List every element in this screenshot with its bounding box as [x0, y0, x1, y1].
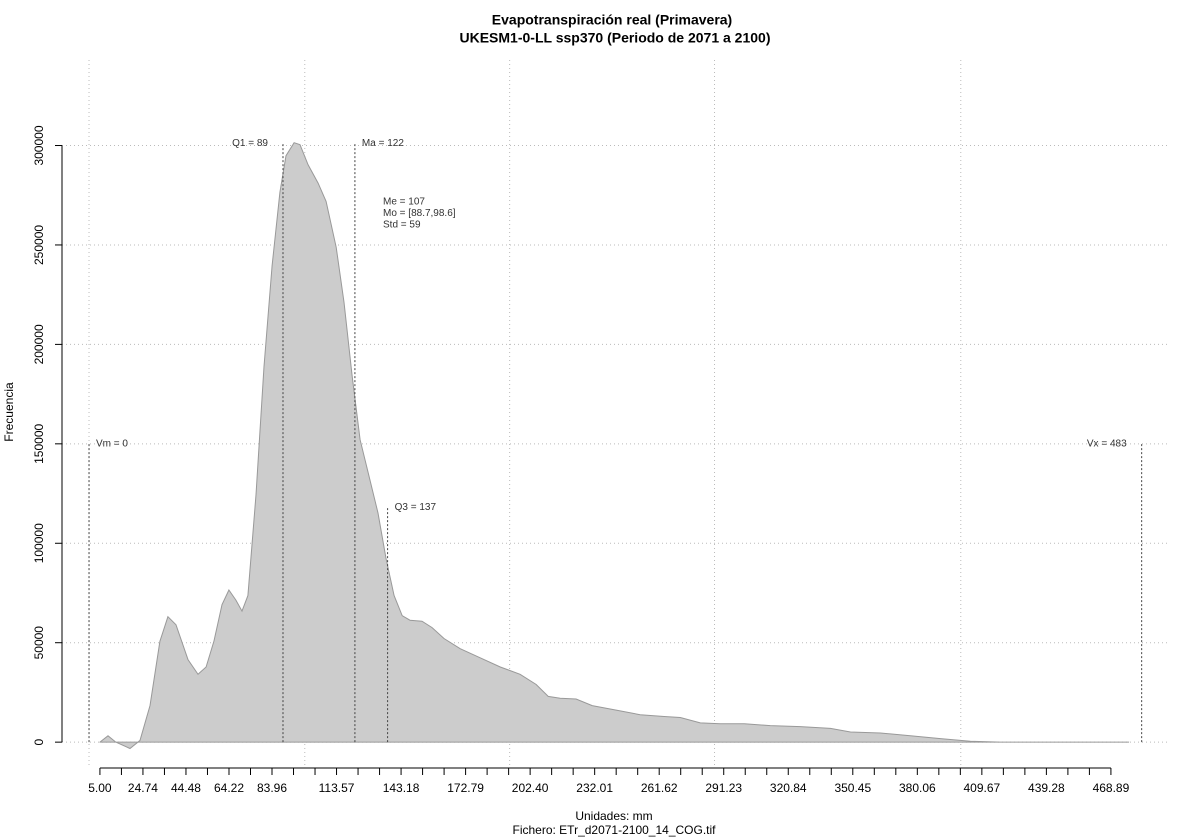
x-tick-label: 409.67	[964, 781, 1001, 795]
chart-subtitle: UKESM1-0-LL ssp370 (Periodo de 2071 a 21…	[460, 30, 771, 46]
chart-title: Evapotranspiración real (Primavera)	[492, 12, 732, 28]
x-tick-label: 5.00	[88, 781, 112, 795]
x-tick-label: 172.79	[447, 781, 484, 795]
x-tick-label: 439.28	[1028, 781, 1065, 795]
annotation-label: Q1 = 89	[232, 138, 268, 149]
annotation-label: Ma = 122	[362, 138, 404, 149]
x-tick-label: 44.48	[171, 781, 201, 795]
y-tick-label: 50000	[32, 626, 46, 660]
annotation-label: Vx = 483	[1087, 438, 1127, 449]
x-tick-label: 83.96	[257, 781, 287, 795]
x-axis-label: Unidades: mm	[575, 809, 652, 823]
y-tick-label: 100000	[32, 523, 46, 563]
stat-label: Me = 107	[383, 197, 425, 208]
x-tick-label: 350.45	[834, 781, 871, 795]
annotation-label: Q3 = 137	[395, 502, 437, 513]
x-tick-label: 64.22	[214, 781, 244, 795]
x-tick-label: 261.62	[641, 781, 678, 795]
x-tick-label: 468.89	[1093, 781, 1130, 795]
x-tick-label: 380.06	[899, 781, 936, 795]
y-tick-label: 250000	[32, 225, 46, 265]
x-tick-label: 113.57	[319, 781, 355, 795]
x-tick-label: 143.18	[383, 781, 420, 795]
x-tick-label: 291.23	[705, 781, 742, 795]
stat-label: Mo = [88.7,98.6]	[383, 208, 456, 219]
x-tick-label: 320.84	[770, 781, 807, 795]
x-tick-label: 232.01	[576, 781, 613, 795]
density-area	[99, 142, 1130, 750]
stat-label: Std = 59	[383, 220, 421, 231]
caption: Fichero: ETr_d2071-2100_14_COG.tif	[513, 823, 717, 837]
y-tick-label: 200000	[32, 324, 46, 364]
annotation-label: Vm = 0	[96, 438, 128, 449]
x-tick-label: 24.74	[128, 781, 158, 795]
y-tick-label: 300000	[32, 125, 46, 165]
y-tick-label: 150000	[32, 423, 46, 463]
x-tick-label: 202.40	[512, 781, 549, 795]
y-tick-label: 0	[32, 738, 46, 745]
y-axis-label: Frecuencia	[2, 382, 16, 442]
